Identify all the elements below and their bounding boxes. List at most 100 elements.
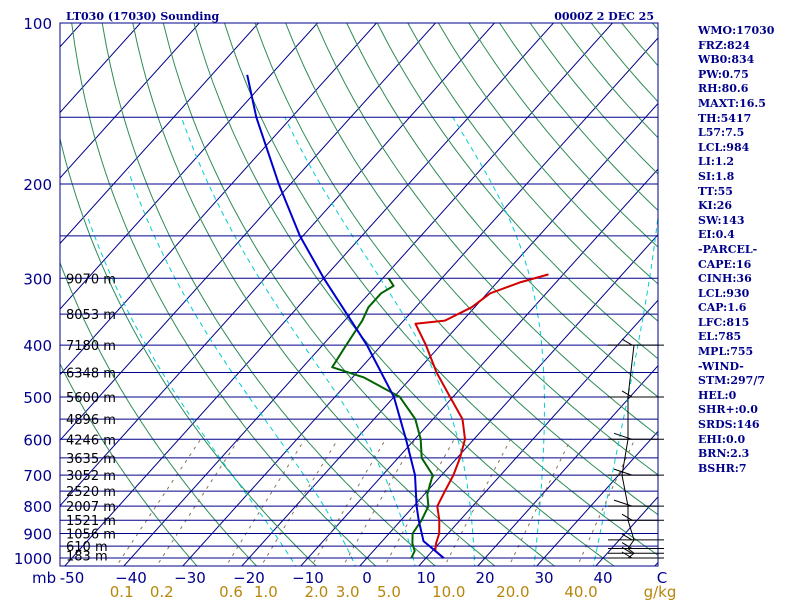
- wind-profile-trace: [621, 345, 635, 559]
- mixing-ratio-tick-label: 20.0: [496, 583, 529, 600]
- moist-adiabat-line: [86, 216, 297, 566]
- dry-adiabat-line: [60, 362, 198, 566]
- sounding-index-item: SW:143: [698, 213, 745, 227]
- mixing-ratio-tick-label: 40.0: [564, 583, 597, 600]
- sounding-index-item: WB0:834: [698, 53, 755, 67]
- wind-barb: [621, 513, 633, 521]
- sounding-index-item: EL:785: [698, 330, 742, 344]
- chart-time: 0000Z 2 DEC 25: [554, 10, 654, 23]
- sounding-index-item: BRN:2.3: [698, 447, 750, 461]
- height-label: 9070 m: [66, 272, 116, 287]
- height-label: 2007 m: [66, 500, 116, 515]
- pressure-tick-label: 700: [23, 467, 52, 485]
- isotherm-line: [60, 23, 142, 114]
- sounding-index-item: CINH:36: [698, 272, 752, 286]
- pressure-unit-label: mb: [32, 569, 56, 587]
- temperature-tick-label: −40: [115, 569, 147, 587]
- wind-barb: [613, 499, 633, 507]
- wind-barb: [621, 533, 633, 541]
- height-label: 4246 m: [66, 433, 116, 448]
- sounding-index-item: BSHR:7: [698, 461, 747, 475]
- sounding-index-item: HEL:0: [698, 388, 737, 402]
- sounding-index-item: EI:0.4: [698, 228, 735, 242]
- isotherm-line: [60, 23, 378, 376]
- isotherm-line: [477, 365, 658, 566]
- height-label: 2520 m: [66, 485, 116, 500]
- pressure-tick-label: 1000: [14, 550, 52, 568]
- wind-barb: [613, 432, 633, 440]
- chart-title: LT030 (17030) Sounding: [66, 10, 219, 23]
- pressure-tick-label: 800: [23, 498, 52, 516]
- isotherm-line: [418, 299, 658, 566]
- sounding-index-item: KI:26: [698, 199, 733, 213]
- height-label: 5600 m: [66, 391, 116, 406]
- height-label: 7180 m: [66, 339, 116, 354]
- isotherm-line: [241, 102, 658, 566]
- parcel-path-line: [246, 74, 445, 559]
- sounding-index-item: STM:297/7: [698, 374, 765, 388]
- isotherm-line: [60, 23, 437, 441]
- moist-adiabat-line: [128, 171, 356, 566]
- sounding-index-item: MAXT:16.5: [698, 96, 766, 110]
- mixing-ratio-tick-label: 2.0: [304, 583, 328, 600]
- sounding-index-item: PW:0.75: [698, 67, 749, 81]
- mixing-ratio-line: [260, 439, 339, 566]
- isotherm-line: [60, 23, 319, 310]
- mixing-ratio-tick-label: 5.0: [377, 583, 401, 600]
- pressure-tick-label: 600: [23, 431, 52, 449]
- sounding-index-item: CAP:1.6: [698, 301, 747, 315]
- mixing-ratio-tick-label: 0.1: [110, 583, 134, 600]
- temperature-tick-label: 10: [416, 569, 435, 587]
- sounding-index-item: LCL:984: [698, 140, 750, 154]
- isotherm-line: [60, 23, 260, 245]
- mixing-ratio-tick-label: 3.0: [336, 583, 360, 600]
- pressure-tick-label: 400: [23, 337, 52, 355]
- isotherm-line: [123, 23, 614, 566]
- wind-barb: [621, 390, 633, 398]
- temperature-tick-label: 30: [534, 569, 553, 587]
- dry-adiabat-line: [60, 261, 258, 566]
- mixing-ratio-line: [156, 439, 240, 566]
- isotherm-line: [359, 233, 658, 566]
- temperature-tick-label: 20: [475, 569, 494, 587]
- isotherm-line: [64, 23, 555, 566]
- sounding-index-item: TH:5417: [698, 111, 752, 125]
- sounding-index-item: EHI:0.0: [698, 432, 746, 446]
- sounding-index-item: FRZ:824: [698, 38, 751, 52]
- sounding-index-item: -WIND-: [698, 359, 744, 373]
- sounding-indices: WMO:17030 FRZ:824 WB0:834 PW:0.75 RH:80.6 MAX…: [698, 24, 774, 476]
- sounding-index-item: L57:7.5: [698, 126, 745, 140]
- isotherm-line: [536, 430, 658, 566]
- temperature-tick-label: -50: [60, 569, 85, 587]
- isotherm-line: [60, 23, 201, 179]
- sounding-index-item: LCL:930: [698, 286, 750, 300]
- pressure-tick-label: 900: [23, 526, 52, 544]
- sounding-index-item: RH:80.6: [698, 82, 749, 96]
- sounding-index-item: TT:55: [698, 184, 733, 198]
- temperature-tick-label: 40: [593, 569, 612, 587]
- pressure-tick-label: 100: [23, 15, 52, 33]
- height-label: 3635 m: [66, 452, 116, 467]
- height-label: 8053 m: [66, 308, 116, 323]
- wind-profile: [608, 338, 664, 559]
- height-label: 1521 m: [66, 514, 116, 529]
- mixing-ratio-tick-label: 0.2: [150, 583, 174, 600]
- sounding-index-item: CAPE:16: [698, 257, 752, 271]
- mixing-ratio-line: [311, 439, 387, 566]
- mixing-ratio-tick-label: 1.0: [254, 583, 278, 600]
- mixing-ratio-unit-label: g/kg: [644, 583, 677, 600]
- sounding-index-item: MPL:755: [698, 345, 754, 359]
- wind-barb: [621, 338, 633, 346]
- pressure-tick-label: 300: [23, 270, 52, 288]
- isotherm-line: [60, 23, 496, 507]
- sounding-index-item: SHR+:0.0: [698, 403, 758, 417]
- mixing-ratio-line: [342, 439, 416, 566]
- series-layer: [246, 74, 549, 559]
- height-label: 610 m: [66, 540, 108, 555]
- dewpoint-line: [331, 277, 434, 559]
- height-label: 1056 m: [66, 528, 116, 543]
- height-label: 6348 m: [66, 366, 116, 381]
